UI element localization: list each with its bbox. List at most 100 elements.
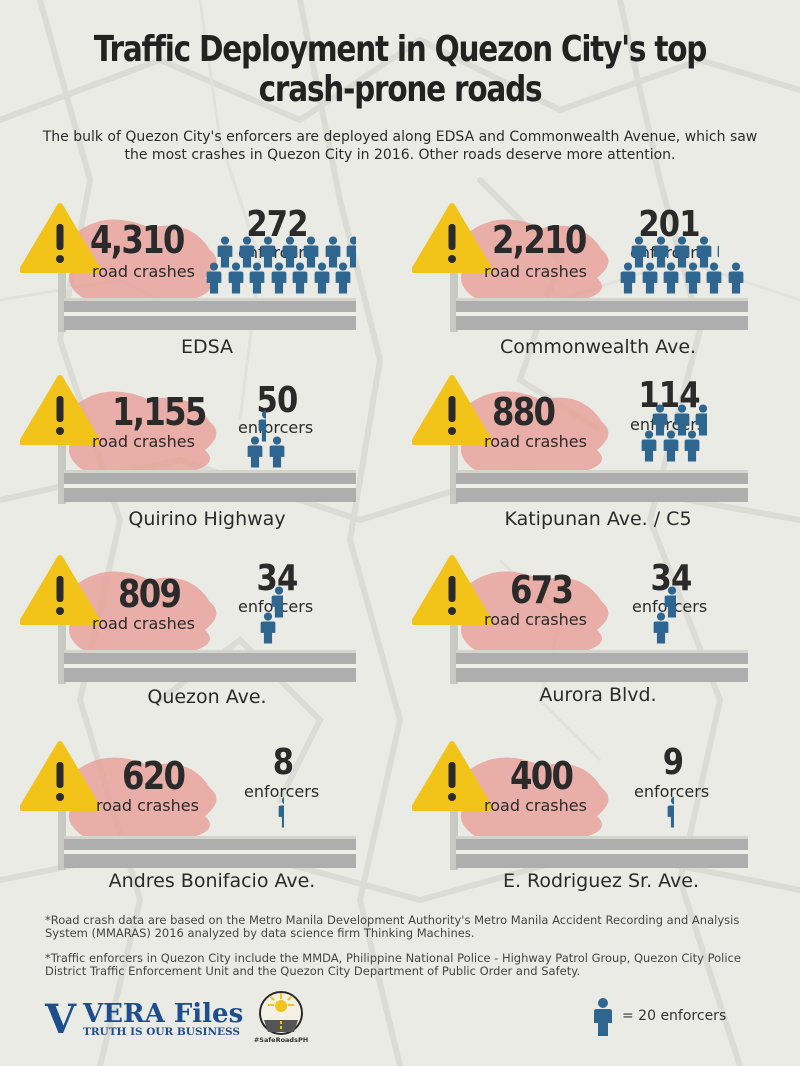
road-post bbox=[450, 592, 458, 684]
road-post bbox=[58, 240, 66, 332]
road-edge bbox=[64, 836, 356, 839]
enforcer-person-icon bbox=[227, 262, 245, 294]
enforcer-person-icon bbox=[345, 236, 356, 268]
enforcer-person-shape bbox=[717, 245, 719, 257]
legend-text: = 20 enforcers bbox=[622, 1008, 727, 1024]
enforcer-count: 272 bbox=[246, 204, 308, 245]
enforcer-person-shape bbox=[664, 586, 676, 618]
enforcer-person-icon bbox=[652, 236, 670, 268]
enforcer-person-shape bbox=[631, 236, 647, 268]
enforcer-person-shape bbox=[271, 262, 286, 294]
warning-mark bbox=[448, 576, 456, 602]
enforcer-label: enforcers bbox=[634, 782, 710, 801]
crash-splatter bbox=[459, 219, 609, 307]
crash-count: 2,210 bbox=[492, 218, 587, 262]
enforcer-person-shape bbox=[247, 436, 263, 468]
enforcer-person-shape bbox=[271, 586, 283, 618]
road-post bbox=[58, 412, 66, 504]
road-scene bbox=[412, 203, 748, 332]
crash-label: road crashes bbox=[92, 614, 195, 633]
enforcer-person-shape bbox=[278, 796, 285, 828]
road-edge bbox=[456, 836, 748, 839]
road-line bbox=[64, 850, 356, 854]
enforcer-person-icon bbox=[651, 404, 669, 436]
enforcer-person-icon bbox=[662, 430, 680, 462]
crash-count: 620 bbox=[122, 754, 186, 798]
warning-dot bbox=[56, 427, 64, 435]
enforcer-person-icon bbox=[259, 236, 277, 268]
road-scene bbox=[412, 375, 748, 504]
warning-dot bbox=[448, 607, 456, 615]
road-post bbox=[450, 240, 458, 332]
warning-mark bbox=[56, 396, 64, 422]
crash-label: road crashes bbox=[484, 432, 587, 451]
enforcer-person-shape bbox=[292, 262, 308, 294]
enforcer-person-icon bbox=[641, 262, 659, 294]
road-post bbox=[58, 778, 66, 870]
crash-count: 1,155 bbox=[112, 390, 207, 434]
crash-label: road crashes bbox=[92, 262, 195, 281]
enforcer-person-icon bbox=[683, 430, 701, 462]
enforcer-person-icon bbox=[268, 436, 286, 468]
road-line bbox=[64, 484, 356, 488]
road-scene bbox=[20, 741, 356, 870]
crash-splatter bbox=[67, 757, 217, 845]
enforcer-person-shape bbox=[282, 236, 297, 268]
vera-files-logo: V VERA Files TRUTH IS OUR BUSINESS bbox=[45, 1000, 245, 1040]
crash-splatter bbox=[459, 571, 609, 659]
enforcer-person-shape bbox=[652, 404, 668, 436]
road-line bbox=[64, 664, 356, 668]
road-name: Aurora Blvd. bbox=[539, 684, 657, 706]
enforcer-count: 9 bbox=[662, 742, 684, 783]
crash-count: 880 bbox=[492, 390, 556, 434]
enforcer-person-icon bbox=[205, 262, 223, 294]
warning-mark bbox=[56, 576, 64, 602]
road-edge bbox=[456, 470, 748, 473]
road-scene bbox=[412, 555, 748, 684]
warning-mark bbox=[56, 762, 64, 788]
road-line bbox=[456, 664, 748, 668]
road-name: Katipunan Ave. / C5 bbox=[504, 508, 692, 530]
enforcer-person-shape bbox=[641, 430, 657, 462]
road-edge bbox=[64, 470, 356, 473]
enforcer-person-shape bbox=[269, 436, 284, 468]
warning-mark bbox=[56, 224, 64, 250]
enforcer-person-icon bbox=[652, 612, 670, 644]
enforcer-person-icon bbox=[594, 998, 612, 1036]
enforcer-person-shape bbox=[335, 262, 351, 294]
road-name: Quirino Highway bbox=[128, 508, 286, 530]
legend: = 20 enforcers bbox=[592, 998, 752, 1038]
road-scene bbox=[412, 741, 748, 870]
enforcer-person-shape bbox=[217, 236, 233, 268]
enforcer-label: enforcers bbox=[244, 782, 320, 801]
enforcer-count: 50 bbox=[256, 380, 299, 421]
road-scene bbox=[20, 375, 356, 504]
enforcer-person-icon bbox=[694, 404, 707, 436]
crash-splatter bbox=[459, 391, 609, 479]
crash-count: 4,310 bbox=[90, 218, 185, 262]
page-subtitle: The bulk of Quezon City's enforcers are … bbox=[42, 129, 758, 163]
crash-count: 400 bbox=[510, 754, 574, 798]
enforcer-person-icon bbox=[619, 262, 637, 294]
road-line bbox=[456, 312, 748, 316]
warning-mark bbox=[448, 396, 456, 422]
road-post bbox=[58, 592, 66, 684]
enforcer-person-icon bbox=[248, 262, 266, 294]
enforcer-person-icon bbox=[270, 262, 288, 294]
enforcer-person-shape bbox=[260, 612, 276, 644]
enforcer-person-shape bbox=[728, 262, 743, 294]
enforcer-person-icon bbox=[630, 236, 648, 268]
road-name: Commonwealth Ave. bbox=[499, 336, 697, 358]
enforcer-person-icon bbox=[302, 236, 320, 268]
crash-splatter bbox=[67, 219, 217, 307]
enforcer-count: 8 bbox=[272, 742, 294, 783]
enforcer-person-shape bbox=[620, 262, 636, 294]
crash-count: 809 bbox=[118, 572, 182, 616]
enforcer-person-shape bbox=[696, 236, 711, 268]
warning-mark bbox=[448, 762, 456, 788]
enforcer-person-shape bbox=[663, 262, 679, 294]
crash-splatter bbox=[459, 757, 609, 845]
crash-splatter bbox=[67, 391, 217, 479]
road-name: Andres Bonifacio Ave. bbox=[108, 870, 316, 892]
road-line bbox=[64, 312, 356, 316]
